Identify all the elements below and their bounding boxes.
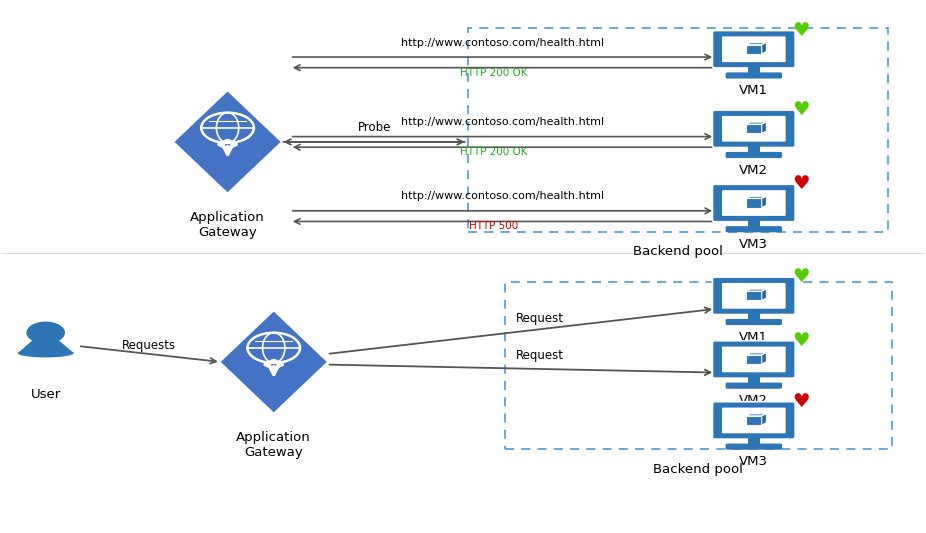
FancyBboxPatch shape xyxy=(722,283,785,309)
FancyBboxPatch shape xyxy=(722,190,785,216)
Text: ♥: ♥ xyxy=(793,331,810,350)
FancyBboxPatch shape xyxy=(712,30,795,68)
FancyBboxPatch shape xyxy=(722,346,785,373)
FancyBboxPatch shape xyxy=(746,355,762,364)
FancyBboxPatch shape xyxy=(726,152,782,158)
Polygon shape xyxy=(762,414,767,425)
FancyBboxPatch shape xyxy=(722,36,785,62)
Polygon shape xyxy=(762,43,767,54)
Text: Probe: Probe xyxy=(357,121,391,134)
FancyBboxPatch shape xyxy=(746,198,762,207)
FancyBboxPatch shape xyxy=(712,341,795,378)
Polygon shape xyxy=(746,289,767,292)
Polygon shape xyxy=(220,312,327,413)
FancyBboxPatch shape xyxy=(726,72,782,78)
Polygon shape xyxy=(18,340,74,353)
Text: Application
Gateway: Application Gateway xyxy=(236,431,311,459)
FancyBboxPatch shape xyxy=(722,408,785,433)
Text: HTTP 500: HTTP 500 xyxy=(469,221,518,231)
Text: User: User xyxy=(31,389,61,401)
Ellipse shape xyxy=(18,349,74,358)
FancyBboxPatch shape xyxy=(747,438,760,445)
Text: http://www.contoso.com/health.html: http://www.contoso.com/health.html xyxy=(401,117,604,127)
Text: VM3: VM3 xyxy=(739,238,769,251)
Text: VM3: VM3 xyxy=(739,455,769,469)
Text: HTTP 200 OK: HTTP 200 OK xyxy=(459,68,527,78)
Polygon shape xyxy=(762,353,767,364)
FancyBboxPatch shape xyxy=(746,45,762,54)
Text: VM1: VM1 xyxy=(739,330,769,344)
Text: ♥: ♥ xyxy=(793,267,810,286)
Text: Requests: Requests xyxy=(122,340,177,352)
FancyBboxPatch shape xyxy=(747,377,760,384)
FancyBboxPatch shape xyxy=(746,124,762,133)
Polygon shape xyxy=(762,289,767,301)
Text: ♥: ♥ xyxy=(793,21,810,39)
Text: Request: Request xyxy=(516,312,563,325)
Text: Backend pool: Backend pool xyxy=(632,245,722,259)
Polygon shape xyxy=(746,414,767,416)
FancyBboxPatch shape xyxy=(712,277,795,314)
Polygon shape xyxy=(746,43,767,45)
Polygon shape xyxy=(762,196,767,207)
Text: VM2: VM2 xyxy=(739,164,769,177)
Text: ♥: ♥ xyxy=(793,174,810,193)
Text: HTTP 200 OK: HTTP 200 OK xyxy=(459,147,527,157)
Text: Backend pool: Backend pool xyxy=(654,463,744,475)
Text: ♥: ♥ xyxy=(793,392,810,411)
FancyBboxPatch shape xyxy=(712,402,795,439)
FancyBboxPatch shape xyxy=(712,110,795,148)
FancyBboxPatch shape xyxy=(747,146,760,153)
Text: Application
Gateway: Application Gateway xyxy=(190,211,265,239)
Text: http://www.contoso.com/health.html: http://www.contoso.com/health.html xyxy=(401,191,604,201)
Polygon shape xyxy=(746,196,767,198)
Text: VM1: VM1 xyxy=(739,84,769,97)
Polygon shape xyxy=(175,92,281,192)
Text: VM2: VM2 xyxy=(739,394,769,407)
Text: ♥: ♥ xyxy=(793,100,810,119)
FancyBboxPatch shape xyxy=(746,416,762,425)
FancyBboxPatch shape xyxy=(726,226,782,232)
Polygon shape xyxy=(746,353,767,355)
Circle shape xyxy=(27,321,65,344)
FancyBboxPatch shape xyxy=(747,313,760,320)
FancyBboxPatch shape xyxy=(726,319,782,325)
FancyBboxPatch shape xyxy=(747,220,760,227)
FancyBboxPatch shape xyxy=(712,184,795,222)
FancyBboxPatch shape xyxy=(726,383,782,389)
FancyBboxPatch shape xyxy=(746,292,762,301)
FancyBboxPatch shape xyxy=(747,67,760,74)
Text: http://www.contoso.com/health.html: http://www.contoso.com/health.html xyxy=(401,37,604,47)
Polygon shape xyxy=(762,122,767,133)
FancyBboxPatch shape xyxy=(722,116,785,142)
FancyBboxPatch shape xyxy=(726,443,782,450)
Text: Request: Request xyxy=(516,349,563,362)
Polygon shape xyxy=(746,122,767,124)
